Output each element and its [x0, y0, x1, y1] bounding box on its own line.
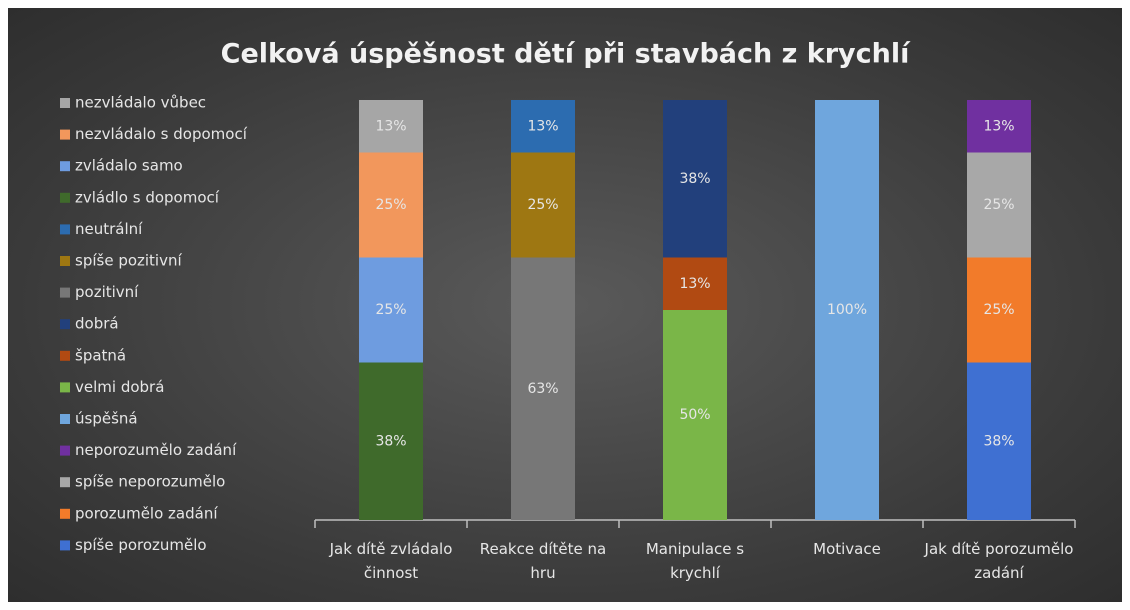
data-label: 25%: [527, 197, 558, 213]
legend-swatch: [60, 192, 70, 203]
bar-segment: [815, 100, 879, 520]
legend-label: nezvládalo vůbec: [75, 94, 206, 112]
x-tick-label: Manipulace s krychlí: [645, 540, 745, 582]
chart-title: Celková úspěšnost dětí při stavbách z kr…: [221, 39, 911, 70]
bar-segment: [663, 257, 727, 310]
data-label: 13%: [983, 118, 1014, 134]
legend-label: spíše neporozumělo: [75, 473, 225, 491]
legend-swatch: [60, 350, 70, 361]
data-label: 38%: [375, 433, 406, 449]
legend-label: nezvládalo s dopomocí: [75, 125, 248, 143]
x-tick-label: Motivace: [813, 540, 881, 558]
bar-segment: [511, 100, 575, 153]
x-tick-label: Jak dítě porozumělo zadání: [924, 540, 1074, 582]
legend-swatch: [60, 445, 70, 456]
legend-swatch: [60, 224, 70, 235]
data-label: 100%: [827, 302, 867, 318]
legend-swatch: [60, 287, 70, 298]
data-label: 50%: [679, 407, 710, 423]
data-label: 13%: [527, 118, 558, 134]
data-label: 25%: [375, 197, 406, 213]
legend-swatch: [60, 508, 70, 519]
data-label: 13%: [679, 276, 710, 292]
data-label: 63%: [527, 381, 558, 397]
legend-label: spíše pozitivní: [75, 252, 182, 270]
data-label: 13%: [375, 118, 406, 134]
legend-swatch: [60, 98, 70, 108]
legend-swatch: [60, 319, 70, 330]
bar-segment: [359, 362, 423, 520]
x-tick-label: Reakce dítěte na hru: [479, 540, 607, 582]
bar-segment: [663, 310, 727, 520]
data-label: 38%: [983, 433, 1014, 449]
legend-label: spíše porozumělo: [75, 536, 207, 554]
legend-label: špatná: [75, 346, 126, 364]
data-label: 25%: [375, 302, 406, 318]
bar-segment: [967, 152, 1031, 258]
legend-label: úspěšná: [75, 410, 138, 428]
legend-label: neporozumělo zadání: [75, 441, 237, 459]
legend-swatch: [60, 414, 70, 424]
chart: Celková úspěšnost dětí při stavbách z kr…: [60, 39, 1076, 554]
legend-swatch: [60, 256, 70, 266]
data-label: 25%: [983, 302, 1014, 318]
bar-segment: [511, 152, 575, 258]
legend-swatch: [60, 540, 70, 551]
bar-segment: [359, 257, 423, 363]
legend-swatch: [60, 129, 70, 140]
legend-swatch: [60, 477, 70, 488]
bar-segment: [359, 100, 423, 153]
bar-segment: [967, 257, 1031, 363]
legend-label: neutrální: [75, 220, 143, 238]
legend-label: dobrá: [75, 315, 119, 333]
data-label: 25%: [983, 197, 1014, 213]
chart-area: Celková úspěšnost dětí při stavbách z kr…: [8, 8, 1122, 602]
legend-swatch: [60, 161, 70, 172]
bar-segment: [511, 257, 575, 520]
bar-segment: [967, 100, 1031, 153]
legend-swatch: [60, 382, 70, 393]
x-tick-label: Jak dítě zvládalo činnost: [329, 540, 453, 582]
legend-label: pozitivní: [75, 283, 139, 301]
data-label: 38%: [679, 171, 710, 187]
legend-label: velmi dobrá: [75, 378, 164, 396]
legend-label: porozumělo zadání: [75, 504, 218, 522]
bar-segment: [967, 362, 1031, 520]
legend-label: zvládalo samo: [75, 157, 183, 175]
bar-segment: [663, 100, 727, 258]
legend-label: zvládlo s dopomocí: [75, 188, 220, 206]
bar-segment: [359, 152, 423, 258]
